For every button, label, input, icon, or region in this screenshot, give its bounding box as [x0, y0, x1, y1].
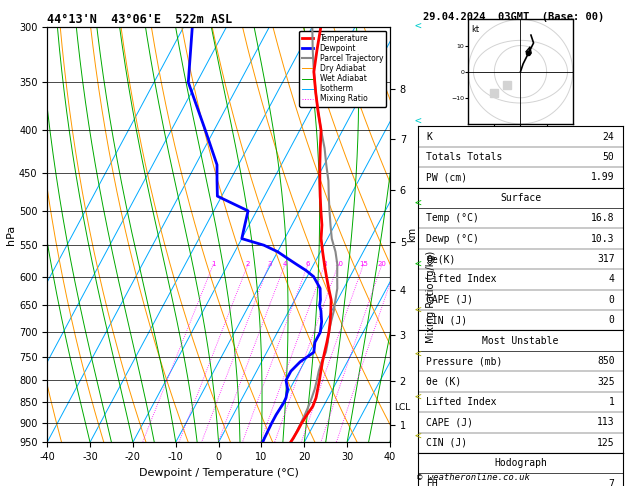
Text: 317: 317: [597, 254, 615, 264]
Text: 325: 325: [597, 377, 615, 386]
Text: <: <: [415, 116, 421, 126]
Text: <: <: [415, 22, 421, 32]
Text: Hodograph: Hodograph: [494, 458, 547, 468]
Text: 125: 125: [597, 438, 615, 448]
Text: 44°13'N  43°06'E  522m ASL: 44°13'N 43°06'E 522m ASL: [47, 13, 233, 26]
Text: Temp (°C): Temp (°C): [426, 213, 479, 223]
Text: 7: 7: [609, 479, 615, 486]
Text: kt: kt: [471, 25, 479, 34]
X-axis label: Dewpoint / Temperature (°C): Dewpoint / Temperature (°C): [138, 468, 299, 478]
Text: 10: 10: [334, 261, 343, 267]
Text: CIN (J): CIN (J): [426, 438, 467, 448]
Text: Mixing Ratio (g/kg): Mixing Ratio (g/kg): [426, 251, 436, 343]
Text: 50: 50: [603, 152, 615, 162]
Text: 4: 4: [283, 261, 287, 267]
Text: <: <: [415, 432, 421, 441]
Text: EH: EH: [426, 479, 438, 486]
Y-axis label: km
ASL: km ASL: [408, 226, 429, 243]
Text: 16.8: 16.8: [591, 213, 615, 223]
Text: 850: 850: [597, 356, 615, 366]
Text: 0: 0: [609, 295, 615, 305]
Text: θe (K): θe (K): [426, 377, 462, 386]
Text: Totals Totals: Totals Totals: [426, 152, 503, 162]
Text: <: <: [415, 260, 421, 269]
Text: © weatheronline.co.uk: © weatheronline.co.uk: [417, 473, 530, 482]
Text: PW (cm): PW (cm): [426, 173, 467, 182]
Text: 8: 8: [323, 261, 327, 267]
Text: <: <: [415, 199, 421, 208]
Text: 24: 24: [603, 132, 615, 141]
Text: CAPE (J): CAPE (J): [426, 295, 474, 305]
Text: 4: 4: [609, 275, 615, 284]
Text: 6: 6: [306, 261, 310, 267]
Text: 1: 1: [211, 261, 216, 267]
Text: 113: 113: [597, 417, 615, 427]
Text: K: K: [426, 132, 432, 141]
Y-axis label: hPa: hPa: [6, 225, 16, 244]
Text: 1: 1: [609, 397, 615, 407]
Text: LCL: LCL: [394, 403, 410, 412]
Text: 3: 3: [267, 261, 272, 267]
Text: CAPE (J): CAPE (J): [426, 417, 474, 427]
Text: <: <: [415, 306, 421, 316]
Text: Surface: Surface: [500, 193, 541, 203]
Text: 15: 15: [359, 261, 368, 267]
Text: θe(K): θe(K): [426, 254, 456, 264]
Legend: Temperature, Dewpoint, Parcel Trajectory, Dry Adiabat, Wet Adiabat, Isotherm, Mi: Temperature, Dewpoint, Parcel Trajectory…: [299, 31, 386, 106]
Text: <: <: [415, 349, 421, 360]
Text: 29.04.2024  03GMT  (Base: 00): 29.04.2024 03GMT (Base: 00): [423, 12, 604, 22]
Text: 0: 0: [609, 315, 615, 325]
Text: Dewp (°C): Dewp (°C): [426, 234, 479, 243]
Text: Most Unstable: Most Unstable: [482, 336, 559, 346]
Text: 20: 20: [377, 261, 386, 267]
Text: Lifted Index: Lifted Index: [426, 275, 497, 284]
Text: CIN (J): CIN (J): [426, 315, 467, 325]
Text: 1.99: 1.99: [591, 173, 615, 182]
Text: 10.3: 10.3: [591, 234, 615, 243]
Text: <: <: [415, 393, 421, 403]
Text: Pressure (mb): Pressure (mb): [426, 356, 503, 366]
Text: 2: 2: [246, 261, 250, 267]
Text: Lifted Index: Lifted Index: [426, 397, 497, 407]
